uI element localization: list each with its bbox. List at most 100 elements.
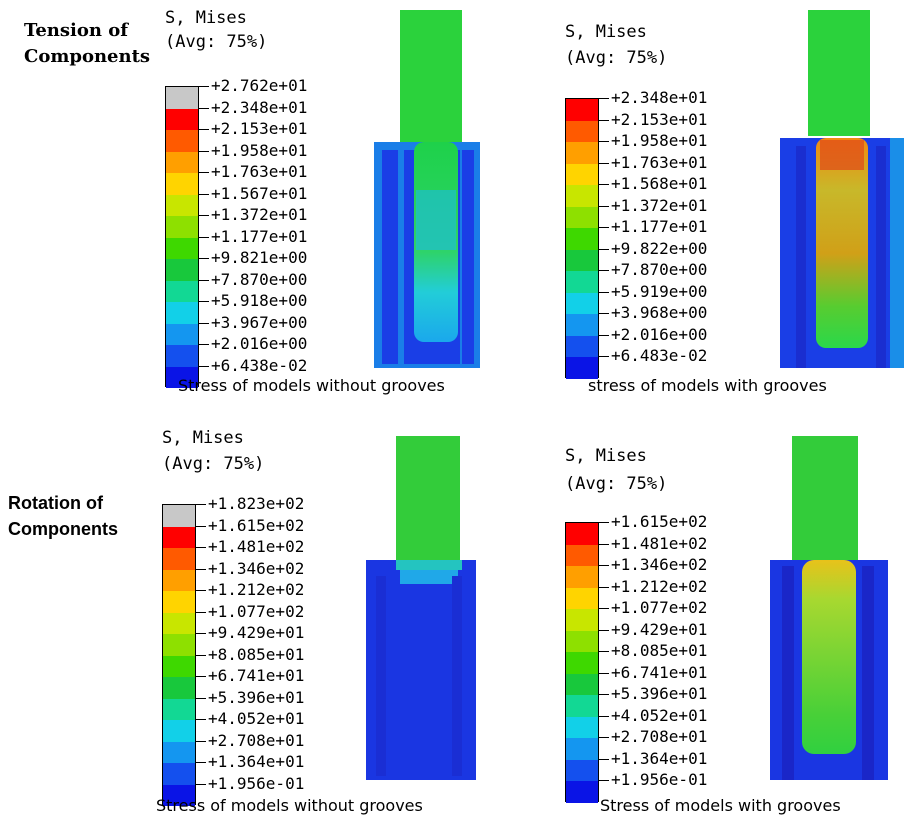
- legend-label: +6.741e+01: [611, 662, 708, 682]
- legend-tick: [196, 762, 206, 763]
- legend-label: +1.956e-01: [208, 773, 305, 793]
- legend-tick: [199, 258, 209, 259]
- legend-swatch: [166, 87, 198, 109]
- legend-tick: [199, 322, 209, 324]
- legend-label: +1.481e+02: [611, 533, 708, 553]
- fe-model-tension-with-grooves: [780, 10, 904, 368]
- legend-title: S, Mises: [565, 446, 647, 466]
- legend-label: +2.348e+01: [211, 97, 308, 117]
- legend-swatch: [166, 194, 198, 216]
- legend-tick: [199, 236, 209, 238]
- legend-tick: [199, 215, 209, 216]
- legend-tick: [599, 715, 609, 717]
- legend-label: +6.483e-02: [611, 346, 708, 365]
- legend-subtitle: (Avg: 75%): [165, 32, 268, 52]
- legend-tick: [599, 565, 609, 566]
- legend-label: +7.870e+00: [611, 260, 708, 279]
- legend-tick: [599, 522, 609, 523]
- legend-swatch: [166, 151, 198, 173]
- legend-swatch: [166, 237, 198, 259]
- legend-swatch: [566, 587, 598, 609]
- legend-swatch: [166, 259, 198, 281]
- legend-label: +2.153e+01: [211, 119, 308, 138]
- legend-label: +1.177e+01: [611, 217, 708, 236]
- legend-label: +2.708e+01: [208, 730, 305, 750]
- legend-tick: [196, 654, 206, 656]
- legend-swatch: [566, 523, 598, 545]
- panel-tension-with-grooves: S, Mises (Avg: 75%) +2.348e+01 +2.153e+01…: [565, 22, 805, 382]
- legend-swatch: [163, 698, 195, 720]
- legend-swatch: [166, 173, 198, 195]
- legend-swatch: [163, 505, 195, 527]
- legend-tick: [199, 129, 209, 130]
- legend-tick: [599, 141, 609, 142]
- legend-tick: [599, 119, 609, 121]
- legend-swatch: [163, 548, 195, 570]
- legend-label: +1.212e+02: [208, 580, 305, 599]
- legend-label: +8.085e+01: [611, 641, 708, 660]
- legend-swatch: [566, 335, 598, 357]
- legend-tick: [599, 758, 609, 760]
- legend-swatch: [566, 544, 598, 566]
- legend-label: +1.372e+01: [611, 195, 708, 215]
- legend-tick: [599, 737, 609, 738]
- legend-swatch: [163, 763, 195, 785]
- legend-tick: [196, 633, 206, 634]
- legend-tick: [599, 227, 609, 228]
- legend-swatch: [566, 314, 598, 336]
- legend-swatch: [166, 216, 198, 238]
- legend-title: S, Mises: [165, 8, 247, 28]
- legend-title: S, Mises: [162, 428, 244, 448]
- legend-swatch: [566, 228, 598, 250]
- legend-tick: [196, 611, 206, 613]
- legend-tick: [599, 780, 609, 781]
- legend-swatch: [566, 142, 598, 164]
- legend-swatch: [163, 612, 195, 634]
- legend-label: +1.346e+02: [611, 555, 708, 574]
- legend-swatch: [566, 185, 598, 207]
- legend-label: +9.429e+01: [208, 623, 305, 642]
- legend-label: +1.177e+01: [211, 226, 308, 246]
- legend-tick: [199, 107, 209, 109]
- caption-rotation-no-grooves: Stress of models without grooves: [156, 796, 423, 815]
- fe-model-rotation-with-grooves: [770, 436, 888, 780]
- legend-label: +1.364e+01: [208, 752, 305, 771]
- legend-swatch: [566, 99, 598, 121]
- legend-tick: [599, 334, 609, 336]
- legend-subtitle: (Avg: 75%): [565, 474, 668, 494]
- legend-tick: [599, 543, 609, 545]
- row-label-rotation-line2: Components: [8, 519, 118, 539]
- row-label-rotation-line1: Rotation of: [8, 493, 103, 513]
- legend-label: +4.052e+01: [611, 705, 708, 725]
- legend-label: +1.615e+02: [611, 512, 708, 531]
- legend-label: +4.052e+01: [208, 709, 305, 728]
- legend-label: +1.823e+02: [208, 494, 305, 513]
- legend-label: +5.396e+01: [611, 684, 708, 703]
- caption-rotation-with-grooves: Stress of models with grooves: [600, 796, 841, 815]
- legend-label: +2.016e+00: [611, 324, 708, 344]
- legend-tick: [599, 98, 609, 99]
- legend-colorbar: [165, 86, 199, 388]
- legend-tick: [196, 568, 206, 570]
- caption-tension-no-grooves: Stress of models without grooves: [178, 376, 445, 395]
- fe-model-tension-no-grooves: [374, 10, 480, 368]
- panel-tension-no-grooves: S, Mises (Avg: 75%) +2.762e+01 +2.348e+01…: [165, 8, 405, 388]
- legend-swatch: [566, 695, 598, 717]
- legend-tick: [599, 694, 609, 695]
- legend-label: +9.822e+00: [611, 238, 708, 258]
- legend-label: +1.763e+01: [211, 162, 308, 181]
- legend-tick: [599, 205, 609, 207]
- legend-swatch: [166, 280, 198, 302]
- legend-tick: [599, 651, 609, 652]
- legend-label: +2.348e+01: [611, 88, 708, 107]
- legend-colorbar: [162, 504, 196, 806]
- legend-label: +9.429e+01: [611, 619, 708, 639]
- legend-label: +1.958e+01: [611, 131, 708, 150]
- legend-label: +3.968e+00: [611, 303, 708, 322]
- legend-swatch: [566, 630, 598, 652]
- panel-rotation-no-grooves: S, Mises (Avg: 75%) +1.823e+02 +1.615e+02…: [162, 428, 402, 806]
- legend-label: +8.085e+01: [208, 644, 305, 664]
- legend-tick: [196, 525, 206, 527]
- legend-label: +1.956e-01: [611, 770, 708, 789]
- legend-swatch: [566, 716, 598, 738]
